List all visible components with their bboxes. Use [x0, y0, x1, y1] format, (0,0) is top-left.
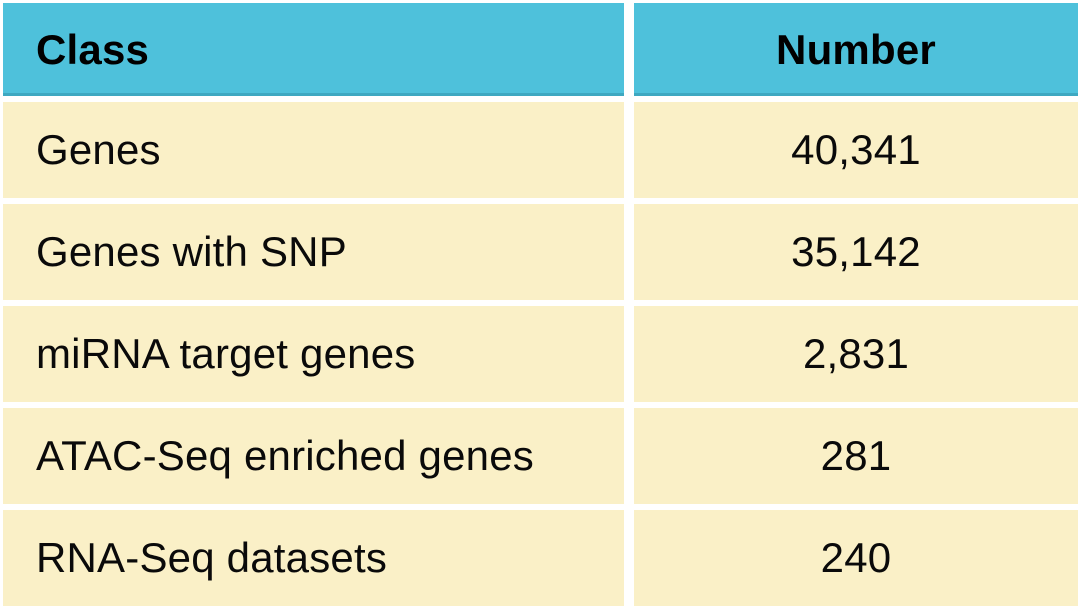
- table-row-value: 240: [634, 510, 1078, 606]
- table-row-value: 40,341: [634, 102, 1078, 198]
- table-row-value: 2,831: [634, 306, 1078, 402]
- column-header-class: Class: [3, 3, 624, 96]
- table-row-value: 281: [634, 408, 1078, 504]
- table-row-value: 35,142: [634, 204, 1078, 300]
- table-row-label: ATAC-Seq enriched genes: [3, 408, 624, 504]
- table-row-label: RNA-Seq datasets: [3, 510, 624, 606]
- table-row-label: Genes with SNP: [3, 204, 624, 300]
- column-header-number: Number: [634, 3, 1078, 96]
- table-row-label: Genes: [3, 102, 624, 198]
- table-row-label: miRNA target genes: [3, 306, 624, 402]
